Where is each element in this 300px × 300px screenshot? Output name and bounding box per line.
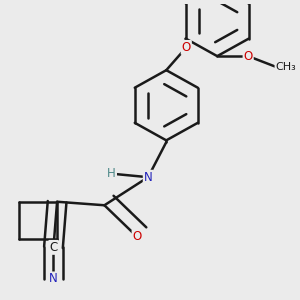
Text: N: N bbox=[49, 272, 58, 285]
Text: C: C bbox=[49, 241, 58, 254]
Text: H: H bbox=[107, 167, 116, 180]
Text: CH₃: CH₃ bbox=[275, 62, 296, 72]
Text: O: O bbox=[133, 230, 142, 243]
Text: O: O bbox=[244, 50, 253, 63]
Text: N: N bbox=[144, 171, 152, 184]
Text: O: O bbox=[182, 41, 191, 54]
